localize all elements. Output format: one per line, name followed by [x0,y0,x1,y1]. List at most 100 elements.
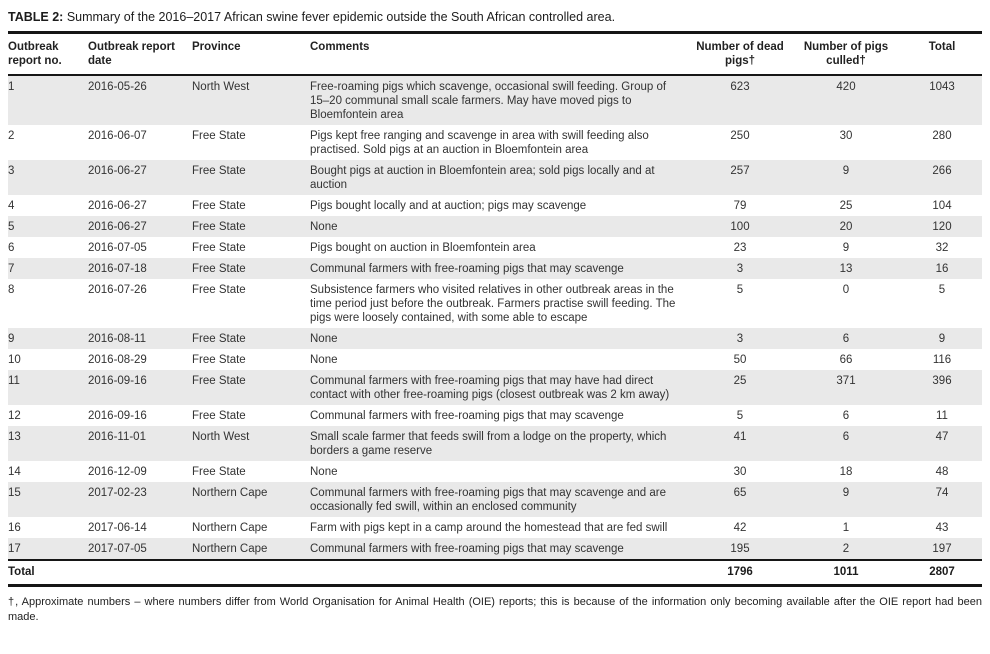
cell-pigs-culled: 420 [836,81,856,93]
cell-pigs-culled: 2 [842,543,850,555]
cell-outbreak-report-date: 2016-07-18 [88,263,147,275]
cell-comments: Communal farmers with free-roaming pigs … [310,263,624,275]
cell-dead-pigs: 79 [733,200,747,212]
cell-pigs-culled: 0 [842,284,850,296]
cell-dead-pigs: 50 [733,354,747,366]
header-row: Outbreak report no. Outbreak report date… [8,34,982,76]
cell-outbreak-report-date: 2016-06-07 [88,130,147,142]
cell-total: 104 [932,200,952,212]
cell-outbreak-report-date: 2016-11-01 [88,431,146,443]
cell-pigs-culled: 6 [842,410,850,422]
cell-outbreak-report-no: 8 [8,284,15,296]
cell-outbreak-report-no: 3 [8,165,15,177]
cell-pigs-culled: 13 [839,263,853,275]
cell-outbreak-report-date: 2016-08-11 [88,333,146,345]
cell-outbreak-report-date: 2017-02-23 [88,487,147,499]
cell-total: 197 [932,543,952,555]
cell-total: 1043 [929,81,955,93]
cell-pigs-culled: 30 [839,130,853,142]
cell-pigs-culled: 9 [842,487,850,499]
cell-outbreak-report-date: 2017-07-05 [88,543,147,555]
cell-pigs-culled: 6 [842,333,850,345]
cell-total: 280 [932,130,952,142]
cell-province: Free State [192,284,246,296]
cell-dead-pigs: 257 [730,165,750,177]
cell-province: North West [192,81,250,93]
table-row: 2 2016-06-07 Free State Pigs kept free rang… [8,125,982,160]
cell-total: 16 [935,263,949,275]
cell-outbreak-report-date: 2016-05-26 [88,81,147,93]
cell-comments: None [310,221,338,233]
paper-table-figure: TABLE 2: Summary of the 2016–2017 Africa… [8,8,982,623]
table-row: 7 2016-07-18 Free State Communal farmers wi… [8,258,982,279]
cell-province: Free State [192,333,246,345]
cell-comments: Communal farmers with free-roaming pigs … [310,375,670,401]
cell-comments: Subsistence farmers who visited relative… [310,284,676,324]
cell-pigs-culled: 9 [842,242,850,254]
cell-outbreak-report-no: 13 [8,431,21,443]
cell-outbreak-report-no: 16 [8,522,21,534]
cell-pigs-culled: 1 [842,522,850,534]
cell-outbreak-report-no: 4 [8,200,15,212]
col-header-outbreak-report-date: Outbreak report date [88,34,192,76]
cell-dead-pigs: 25 [733,375,747,387]
table-row: 12 2016-09-16 Free State Communal farmers w… [8,405,982,426]
col-header-outbreak-report-no: Outbreak report no. [8,34,88,76]
cell-dead-pigs: 5 [736,284,744,296]
cell-total: 32 [935,242,949,254]
col-header-comments: Comments [310,34,690,76]
cell-comments: None [310,333,338,345]
total-pigs-culled: 1011 [790,559,902,587]
cell-comments: Small scale farmer that feeds swill from… [310,431,667,457]
table-row: 4 2016-06-27 Free State Pigs bought locally… [8,195,982,216]
cell-pigs-culled: 6 [842,431,850,443]
col-header-province: Province [192,34,310,76]
cell-province: Free State [192,263,246,275]
cell-pigs-culled: 20 [839,221,853,233]
cell-dead-pigs: 3 [736,333,744,345]
table-row: 1 2016-05-26 North West Free-roaming pigs w… [8,75,982,125]
cell-comments: None [310,466,338,478]
col-header-number-of-dead-pigs: Number of dead pigs† [690,34,790,76]
cell-outbreak-report-no: 17 [8,543,21,555]
cell-outbreak-report-no: 9 [8,333,15,345]
cell-province: Northern Cape [192,522,268,534]
outbreak-summary-table: Outbreak report no. Outbreak report date… [8,34,982,587]
cell-total: 74 [935,487,949,499]
col-header-number-of-pigs-culled: Number of pigs culled† [790,34,902,76]
cell-outbreak-report-no: 6 [8,242,15,254]
cell-total: 47 [935,431,949,443]
cell-total: 266 [932,165,952,177]
cell-dead-pigs: 623 [730,81,750,93]
col-header-total: Total [902,34,982,76]
table-row: 6 2016-07-05 Free State Pigs bought on auct… [8,237,982,258]
total-row: Total 1796 1011 2807 [8,559,982,587]
cell-comments: Pigs kept free ranging and scavenge in a… [310,130,649,156]
cell-outbreak-report-no: 5 [8,221,15,233]
cell-province: North West [192,431,250,443]
cell-total: 9 [938,333,946,345]
cell-outbreak-report-no: 2 [8,130,15,142]
cell-total: 48 [935,466,949,478]
cell-outbreak-report-date: 2016-06-27 [88,200,147,212]
table-row: 9 2016-08-11 Free State None 3 6 9 [8,328,982,349]
cell-outbreak-report-no: 12 [8,410,21,422]
table-footnote: †, Approximate numbers – where numbers d… [8,596,982,623]
cell-outbreak-report-no: 7 [8,263,15,275]
total-row-label: Total [8,559,690,587]
cell-outbreak-report-date: 2016-12-09 [88,466,147,478]
table-caption: TABLE 2: Summary of the 2016–2017 Africa… [8,8,982,34]
cell-pigs-culled: 9 [842,165,850,177]
cell-comments: Free-roaming pigs which scavenge, occasi… [310,81,667,121]
cell-dead-pigs: 195 [730,543,750,555]
cell-comments: Communal farmers with free-roaming pigs … [310,487,667,513]
table-row: 14 2016-12-09 Free State None 30 18 48 [8,461,982,482]
cell-province: Free State [192,130,246,142]
table-row: 3 2016-06-27 Free State Bought pigs at auct… [8,160,982,195]
table-caption-label: TABLE 2: [8,10,64,24]
cell-outbreak-report-no: 11 [8,375,20,387]
cell-outbreak-report-date: 2016-06-27 [88,221,147,233]
table-row: 8 2016-07-26 Free State Subsistence farmers… [8,279,982,328]
cell-comments: Pigs bought on auction in Bloemfontein a… [310,242,536,254]
cell-province: Northern Cape [192,487,268,499]
